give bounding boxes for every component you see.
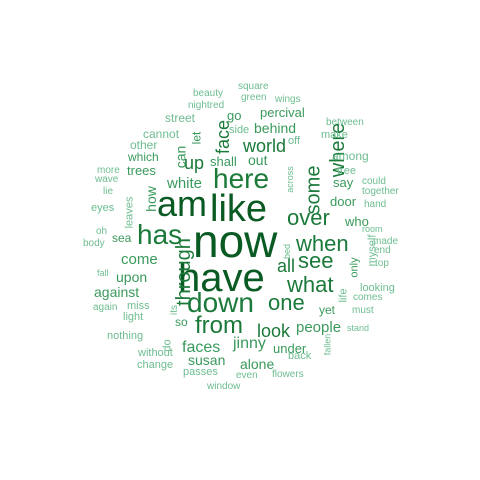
word-beauty: beauty: [193, 88, 224, 99]
word-even: even: [236, 370, 258, 381]
word-against: against: [94, 284, 140, 300]
word-could: could: [362, 176, 386, 187]
word-passes: passes: [183, 366, 218, 378]
word-from: from: [195, 312, 243, 339]
word-myself: myself: [366, 234, 379, 267]
word-behind: behind: [254, 120, 297, 136]
word-has: has: [137, 219, 183, 250]
word-tree: tree: [337, 165, 356, 177]
word-trees: trees: [127, 163, 156, 178]
word-shall: shall: [210, 154, 237, 169]
word-can: can: [172, 145, 189, 169]
word-looking: looking: [360, 282, 395, 294]
word-between: between: [326, 117, 364, 128]
word-comes: comes: [353, 292, 383, 303]
word-susan: susan: [188, 352, 226, 368]
word-hand: hand: [364, 199, 387, 210]
word-go: go: [227, 108, 242, 123]
word-across: across: [284, 166, 295, 193]
word-fall: fall: [97, 268, 109, 278]
word-green: green: [241, 92, 267, 103]
word-flowers: flowers: [272, 369, 304, 380]
word-make: make: [321, 129, 348, 141]
word-who: who: [345, 214, 369, 229]
word-bed: bed: [282, 243, 293, 260]
word-what: what: [287, 272, 334, 297]
word-cannot: cannot: [143, 127, 180, 141]
word-lie: lie: [103, 186, 114, 197]
word-made: made: [373, 236, 399, 247]
word-one: one: [268, 290, 305, 315]
word-street: street: [165, 111, 196, 125]
word-wave: wave: [95, 174, 119, 185]
word-say: say: [333, 175, 354, 190]
word-let: let: [189, 131, 204, 145]
word-jinny: jinny: [233, 335, 266, 352]
word-faces: faces: [182, 339, 221, 356]
word-nothing: nothing: [107, 330, 144, 342]
word-other: other: [130, 138, 158, 152]
word-when: when: [296, 231, 349, 256]
word-here: here: [213, 163, 270, 194]
word-upon: upon: [116, 269, 148, 285]
word-again: again: [93, 302, 118, 313]
word-so: so: [175, 315, 188, 329]
word-end: end: [374, 245, 391, 256]
word-miss: miss: [127, 300, 150, 312]
word-out: out: [248, 152, 268, 168]
word-have: have: [178, 256, 265, 300]
word-back: back: [288, 350, 312, 362]
word-stand: stand: [347, 323, 370, 333]
word-room: room: [362, 224, 383, 234]
word-come: come: [121, 251, 158, 268]
word-top: top: [375, 258, 389, 269]
word-without: without: [138, 347, 173, 359]
word-light: light: [123, 311, 144, 323]
word-together: together: [362, 186, 399, 197]
word-change: change: [137, 359, 174, 371]
word-nightred: nightred: [188, 100, 225, 111]
word-leaves: leaves: [123, 196, 136, 229]
word-like: like: [210, 188, 268, 230]
word-see: see: [298, 248, 334, 273]
word-life: life: [337, 288, 350, 303]
word-through: through: [172, 238, 195, 306]
word-look: look: [257, 321, 291, 341]
word-white: white: [167, 175, 203, 192]
word-among: among: [332, 149, 369, 163]
word-which: which: [128, 150, 159, 164]
word-must: must: [352, 305, 374, 316]
word-now: now: [193, 215, 278, 267]
word-fallen: fallen: [322, 333, 333, 356]
word-yet: yet: [319, 303, 336, 317]
word-off: off: [288, 135, 301, 147]
word-body: body: [83, 238, 105, 249]
word-under: under: [273, 341, 307, 356]
word-eyes: eyes: [91, 202, 115, 214]
word-wings: wings: [275, 94, 301, 105]
word-how: how: [142, 186, 159, 212]
word-square: square: [238, 81, 269, 92]
word-am: am: [157, 183, 208, 224]
word-window: window: [207, 381, 241, 392]
word-door: door: [330, 194, 357, 209]
word-down: down: [187, 287, 254, 318]
word-side: side: [229, 124, 250, 136]
word-some: some: [302, 165, 325, 215]
word-people: people: [296, 319, 342, 336]
word-over: over: [287, 205, 330, 230]
word-its: its: [169, 305, 180, 315]
word-sea: sea: [112, 231, 132, 245]
word-oh: oh: [96, 226, 108, 237]
word-more: more: [97, 165, 120, 176]
word-up: up: [184, 153, 205, 173]
word-percival: percival: [260, 105, 305, 120]
word-world: world: [243, 136, 287, 156]
word-only: only: [348, 257, 361, 278]
word-alone: alone: [240, 356, 275, 372]
word-all: all: [277, 256, 296, 276]
